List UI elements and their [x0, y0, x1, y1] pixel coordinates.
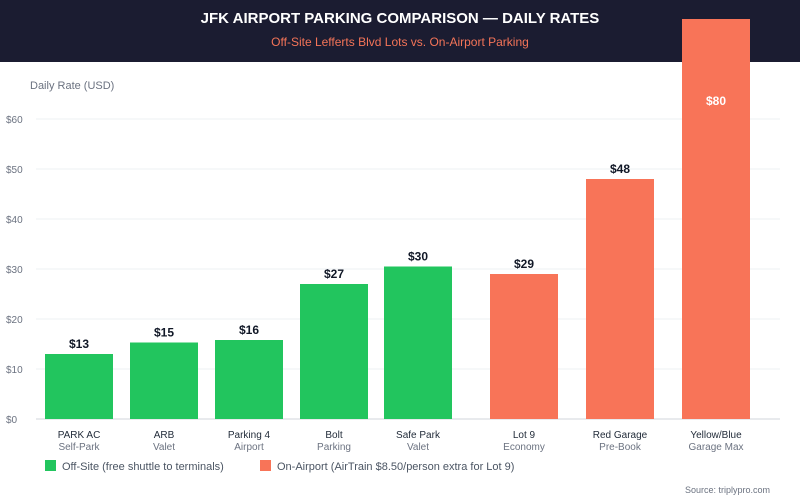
bar — [45, 354, 113, 419]
x-tick-label: Lot 9 — [513, 430, 536, 441]
x-tick-sublabel: Self-Park — [58, 442, 100, 453]
data-label: $29 — [514, 257, 534, 271]
y-tick-label: $50 — [6, 165, 23, 176]
y-tick-label: $0 — [6, 415, 18, 426]
y-tick-label: $40 — [6, 215, 23, 226]
legend-label: On-Airport (AirTrain $8.50/person extra … — [277, 461, 514, 473]
x-tick-sublabel: Valet — [407, 442, 429, 453]
bar — [682, 19, 750, 419]
data-label: $27 — [324, 267, 344, 281]
x-tick-sublabel: Pre-Book — [599, 442, 642, 453]
y-tick-label: $10 — [6, 365, 23, 376]
x-tick-label: Red Garage — [593, 430, 648, 441]
data-label: $80 — [706, 94, 726, 108]
bar — [490, 274, 558, 419]
x-tick-sublabel: Valet — [153, 442, 175, 453]
data-label: $15 — [154, 326, 174, 340]
x-tick-label: Parking 4 — [228, 430, 271, 441]
x-tick-label: Safe Park — [396, 430, 441, 441]
chart-title: JFK AIRPORT PARKING COMPARISON — DAILY R… — [200, 10, 600, 27]
x-tick-label: Yellow/Blue — [690, 430, 742, 441]
bar — [586, 179, 654, 419]
y-tick-label: $20 — [6, 315, 23, 326]
x-tick-sublabel: Garage Max — [688, 442, 743, 453]
bar — [215, 340, 283, 419]
x-tick-label: PARK AC — [58, 430, 101, 441]
data-label: $13 — [69, 337, 89, 351]
data-label: $16 — [239, 323, 259, 337]
legend-label: Off-Site (free shuttle to terminals) — [62, 461, 224, 473]
data-label: $30 — [408, 250, 428, 264]
legend-swatch — [45, 460, 56, 471]
bar — [384, 266, 452, 419]
y-tick-label: $30 — [6, 265, 23, 276]
y-axis-label: Daily Rate (USD) — [30, 80, 114, 92]
data-label: $48 — [610, 162, 630, 176]
legend-swatch — [260, 460, 271, 471]
x-tick-label: Bolt — [325, 430, 342, 441]
source-note: Source: triplypro.com — [685, 485, 770, 495]
x-tick-label: ARB — [154, 430, 175, 441]
y-tick-label: $60 — [6, 115, 23, 126]
bar — [300, 284, 368, 419]
chart-subtitle: Off-Site Lefferts Blvd Lots vs. On-Airpo… — [271, 35, 529, 49]
x-tick-sublabel: Economy — [503, 442, 545, 453]
header-band — [0, 0, 800, 62]
x-tick-sublabel: Airport — [234, 442, 264, 453]
bar — [130, 342, 198, 419]
x-tick-sublabel: Parking — [317, 442, 351, 453]
